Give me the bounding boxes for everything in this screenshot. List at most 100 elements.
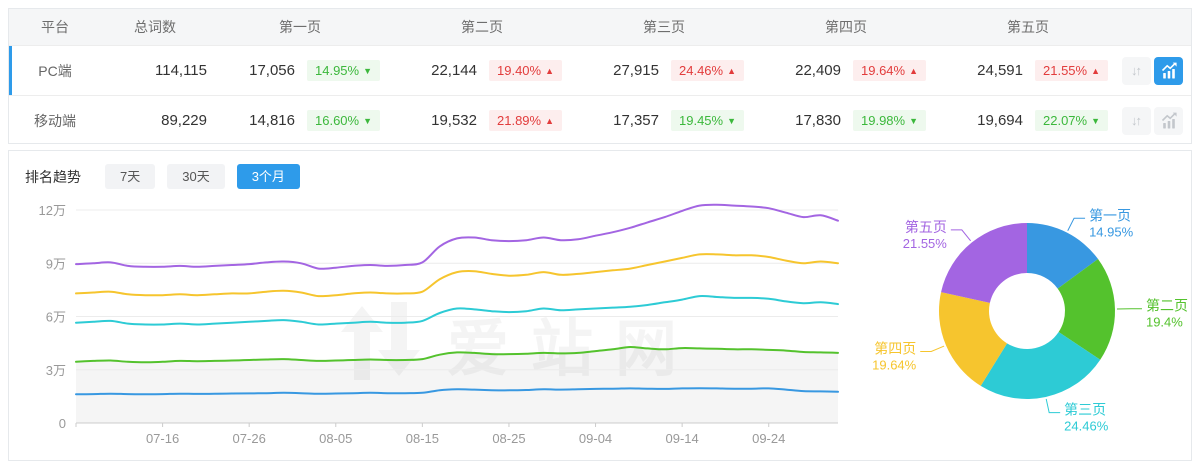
trend-chart-icon[interactable]: [1154, 56, 1183, 85]
arrow-down-icon: ▼: [363, 116, 373, 126]
page-count-value: 19,694: [977, 112, 1023, 129]
x-axis-label: 08-25: [492, 431, 525, 446]
y-axis-label: 6万: [46, 310, 66, 325]
sort-icon[interactable]: ↓↑: [1122, 106, 1151, 135]
sort-icon[interactable]: ↓↑: [1122, 56, 1151, 85]
trend-and-donut-chart: 爱站网 0 3万 6万 9万 12万 07-16 07-26 08-05 08-15 08-25 09…: [39, 203, 1188, 446]
donut-slice-第三页[interactable]: [980, 332, 1101, 400]
y-axis-label: 0: [59, 416, 66, 431]
change-badge: 16.60% ▼: [307, 110, 381, 131]
y-axis-label: 9万: [46, 256, 66, 271]
table-row-移动端[interactable]: 移动端 89,229 14,816 16.60% ▼ 19,532 21.89% ▲ 17,35…: [9, 95, 1191, 145]
donut-label-name: 第三页: [1064, 402, 1106, 418]
arrow-up-icon: ▲: [909, 66, 919, 76]
trend-line-第四页: [75, 253, 839, 298]
x-axis-label: 07-16: [146, 431, 179, 446]
tab-7天[interactable]: 7天: [105, 163, 156, 189]
x-axis-label: 07-26: [233, 431, 266, 446]
donut-label-leader: [920, 345, 945, 353]
page-count-value: 19,532: [431, 112, 477, 129]
arrow-up-icon: ▲: [1091, 66, 1101, 76]
platform-label: PC端: [38, 62, 72, 79]
trend-line-第三页: [75, 294, 839, 326]
x-axis-label: 09-04: [579, 431, 612, 446]
col-header-platform: 平台: [41, 19, 69, 35]
donut-label-name: 第四页: [874, 341, 916, 357]
ranking-summary-table: 平台 总词数 第一页 第二页 第三页 第四页 第五页 PC端 114,115 17,056 14.…: [8, 8, 1192, 144]
arrow-down-icon: ▼: [363, 66, 373, 76]
change-badge: 14.95% ▼: [307, 60, 381, 81]
y-axis-label: 12万: [39, 203, 66, 218]
arrow-down-icon: ▼: [909, 116, 919, 126]
trend-chart-icon[interactable]: [1154, 106, 1183, 135]
trend-header: 排名趋势 7天 30天 3个月: [9, 151, 1191, 191]
donut-slice-第五页[interactable]: [941, 223, 1027, 303]
change-badge: 19.40% ▲: [489, 60, 563, 81]
watermark-logo: 爱站网: [341, 302, 699, 384]
donut-label-percent: 19.4%: [1146, 315, 1183, 330]
area-fill: [76, 346, 838, 423]
arrow-down-icon: ▼: [727, 116, 737, 126]
page-count-value: 17,056: [249, 62, 295, 79]
donut-label-leader: [950, 229, 972, 242]
col-header-page-4: 第四页: [825, 19, 867, 35]
page-count-value: 24,591: [977, 62, 1023, 79]
trend-glyph: [1161, 62, 1177, 78]
arrow-down-icon: ▼: [1091, 116, 1101, 126]
col-header-page-2: 第二页: [461, 19, 503, 35]
donut-label-name: 第二页: [1146, 298, 1188, 314]
row-actions: ↓↑: [1119, 106, 1189, 135]
trend-line-第二页: [75, 345, 839, 364]
arrow-up-icon: ▲: [727, 66, 737, 76]
tab-3个月[interactable]: 3个月: [236, 163, 300, 189]
y-axis-label: 3万: [46, 363, 66, 378]
table-row-PC端[interactable]: PC端 114,115 17,056 14.95% ▼ 22,144 19.40% ▲ 27,9…: [9, 45, 1191, 95]
tab-30天[interactable]: 30天: [167, 163, 225, 189]
donut-label-percent: 21.55%: [903, 236, 948, 251]
section-title: 排名趋势: [25, 168, 81, 185]
platform-label: 移动端: [34, 112, 76, 129]
row-actions: ↓↑: [1119, 56, 1189, 85]
change-badge: 24.46% ▲: [671, 60, 745, 81]
change-badge: 21.55% ▲: [1035, 60, 1109, 81]
trend-glyph: [1161, 112, 1177, 128]
donut-label-percent: 24.46%: [1064, 419, 1109, 434]
donut-slice-第四页[interactable]: [939, 292, 1008, 386]
svg-text:爱站网: 爱站网: [447, 315, 699, 384]
donut-label-percent: 19.64%: [872, 358, 917, 373]
x-axis-label: 08-05: [319, 431, 352, 446]
arrow-up-icon: ▲: [545, 66, 555, 76]
col-header-total: 总词数: [134, 19, 176, 35]
donut-label-leader: [1067, 217, 1086, 231]
change-badge: 19.98% ▼: [853, 110, 927, 131]
total-words-value: 89,229: [161, 112, 207, 129]
change-badge: 19.45% ▼: [671, 110, 745, 131]
arrow-up-icon: ▲: [545, 116, 555, 126]
donut-label-name: 第五页: [905, 219, 947, 235]
donut-label-leader: [1045, 398, 1061, 414]
col-header-page-3: 第三页: [643, 19, 685, 35]
page-count-value: 17,830: [795, 112, 841, 129]
period-tabs: 7天 30天 3个月: [93, 163, 300, 189]
page-count-value: 17,357: [613, 112, 659, 129]
x-axis-label: 08-15: [406, 431, 439, 446]
table-body: PC端 114,115 17,056 14.95% ▼ 22,144 19.40% ▲ 27,9…: [9, 45, 1191, 145]
change-badge: 21.89% ▲: [489, 110, 563, 131]
table-header-row: 平台 总词数 第一页 第二页 第三页 第四页 第五页: [9, 9, 1191, 45]
x-axis-label: 09-14: [666, 431, 699, 446]
page-count-value: 22,409: [795, 62, 841, 79]
total-words-value: 114,115: [155, 62, 207, 79]
col-header-page-1: 第一页: [279, 19, 321, 35]
change-badge: 22.07% ▼: [1035, 110, 1109, 131]
page-count-value: 27,915: [613, 62, 659, 79]
donut-label-percent: 14.95%: [1089, 224, 1134, 239]
donut-slice-第二页[interactable]: [1057, 259, 1115, 360]
x-axis-label: 09-24: [752, 431, 785, 446]
donut-label-name: 第一页: [1089, 207, 1131, 223]
page-count-value: 22,144: [431, 62, 477, 79]
col-header-page-5: 第五页: [1007, 19, 1049, 35]
ranking-trend-card: 排名趋势 7天 30天 3个月 爱站网 0 3万 6万 9万 12万 07-16 07-26 08-…: [8, 150, 1192, 461]
donut-slice-第一页[interactable]: [1027, 223, 1099, 289]
change-badge: 19.64% ▲: [853, 60, 927, 81]
active-row-indicator: [9, 46, 12, 95]
